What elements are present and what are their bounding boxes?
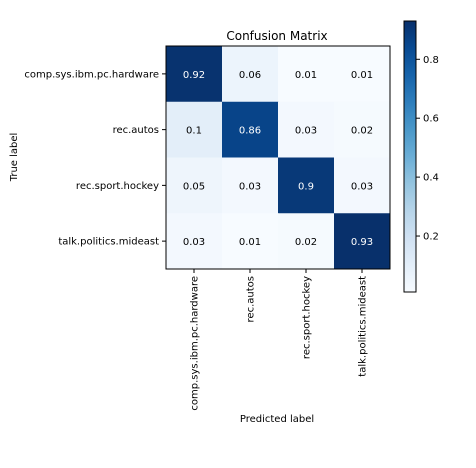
y-tick-label: rec.sport.hockey xyxy=(76,181,159,192)
heatmap-cell xyxy=(222,213,279,270)
cell-value-label: 0.03 xyxy=(295,126,317,137)
cell-value-label: 0.92 xyxy=(183,70,205,81)
heatmap-cell xyxy=(334,46,391,103)
cell-value-label: 0.01 xyxy=(295,70,317,81)
x-axis-label: Predicted label xyxy=(240,414,314,425)
cell-value-label: 0.01 xyxy=(239,237,261,248)
y-tick-label: comp.sys.ibm.pc.hardware xyxy=(24,69,159,80)
heatmap-cell xyxy=(334,101,391,158)
cell-value-label: 0.9 xyxy=(298,181,314,192)
y-tick-label: rec.autos xyxy=(113,125,159,136)
heatmap-cell xyxy=(278,157,335,214)
heatmap-cell xyxy=(278,46,335,103)
cell-value-label: 0.05 xyxy=(183,181,205,192)
cell-value-label: 0.02 xyxy=(295,237,317,248)
heatmap-cell xyxy=(166,213,223,270)
heatmap-cell xyxy=(166,157,223,214)
heatmap-cell xyxy=(222,46,279,103)
cell-value-label: 0.03 xyxy=(183,237,205,248)
x-tick-label: comp.sys.ibm.pc.hardware xyxy=(190,276,201,411)
colorbar: 0.2 0.4 0.6 0.8 xyxy=(403,20,439,293)
x-tick-label: rec.sport.hockey xyxy=(302,276,313,359)
cell-value-label: 0.03 xyxy=(351,181,373,192)
chart-title: Confusion Matrix xyxy=(226,29,327,43)
colorbar-ticks: 0.2 0.4 0.6 0.8 xyxy=(416,55,439,243)
cell-value-label: 0.86 xyxy=(239,126,261,137)
heatmap-cell xyxy=(166,46,223,103)
cell-value-label: 0.93 xyxy=(351,237,373,248)
heatmap-cell xyxy=(278,213,335,270)
cell-value-label: 0.03 xyxy=(239,181,261,192)
heatmap-cell xyxy=(334,213,391,270)
heatmap-cell xyxy=(222,157,279,214)
colorbar-tick-label: 0.2 xyxy=(423,232,439,243)
cell-value-label: 0.1 xyxy=(186,126,202,137)
heatmap-cell xyxy=(222,101,279,158)
x-tick-label: rec.autos xyxy=(246,276,257,322)
heatmap-value-labels: 0.92 0.06 0.01 0.01 0.1 0.86 0.03 0.02 0.05 0.03 0… xyxy=(183,70,373,248)
heatmap-cell xyxy=(166,101,223,158)
plot-frame xyxy=(165,45,391,270)
x-tick-label: talk.politics.mideast xyxy=(358,276,369,377)
cell-value-label: 0.02 xyxy=(351,126,373,137)
heatmap-cell xyxy=(278,101,335,158)
colorbar-gradient xyxy=(403,20,417,293)
colorbar-tick-label: 0.6 xyxy=(423,114,439,125)
y-axis-ticks: comp.sys.ibm.pc.hardware rec.autos rec.spo… xyxy=(24,69,166,248)
colorbar-tick-label: 0.4 xyxy=(423,173,439,184)
y-tick-label: talk.politics.mideast xyxy=(58,237,159,248)
cell-value-label: 0.06 xyxy=(239,70,261,81)
colorbar-tick-label: 0.8 xyxy=(423,55,439,66)
cell-value-label: 0.01 xyxy=(351,70,373,81)
heatmap-cell xyxy=(334,157,391,214)
y-axis-label: True label xyxy=(9,133,20,183)
heatmap-cells xyxy=(166,46,391,270)
x-axis-ticks: comp.sys.ibm.pc.hardware rec.autos rec.spo… xyxy=(190,269,369,411)
